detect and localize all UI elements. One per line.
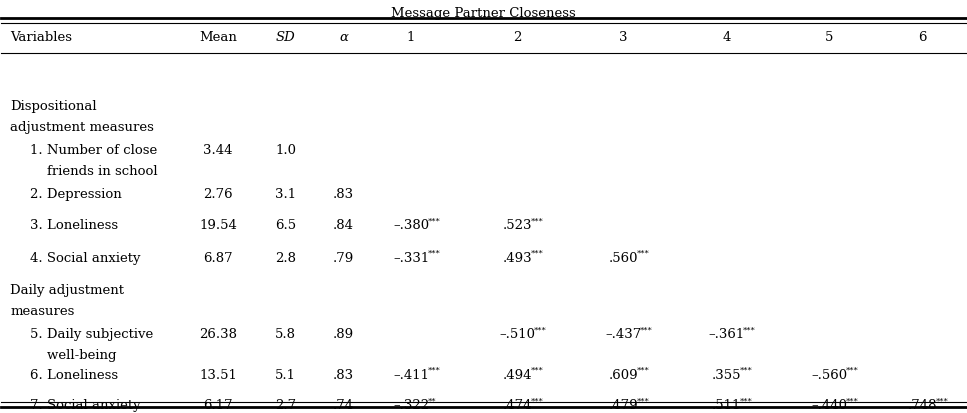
Text: ***: *** [740,366,752,374]
Text: 5.8: 5.8 [275,328,296,340]
Text: 6: 6 [919,31,927,44]
Text: ***: *** [427,366,440,374]
Text: .474: .474 [503,398,532,411]
Text: Daily adjustment: Daily adjustment [11,283,125,296]
Text: ***: *** [936,397,949,405]
Text: 1. Number of close: 1. Number of close [30,144,157,157]
Text: –.560: –.560 [811,368,847,381]
Text: ***: *** [740,397,752,405]
Text: 6.17: 6.17 [203,398,233,411]
Text: 4. Social anxiety: 4. Social anxiety [30,251,140,264]
Text: .493: .493 [503,251,532,264]
Text: 4: 4 [722,31,731,44]
Text: .79: .79 [333,251,354,264]
Text: 5. Daily subjective: 5. Daily subjective [30,328,153,340]
Text: 1: 1 [407,31,415,44]
Text: ***: *** [636,366,650,374]
Text: Mean: Mean [199,31,237,44]
Text: .83: .83 [333,188,354,201]
Text: measures: measures [11,304,74,317]
Text: .74: .74 [333,398,354,411]
Text: .523: .523 [503,219,532,232]
Text: 2.8: 2.8 [275,251,296,264]
Text: ***: *** [845,366,859,374]
Text: α: α [339,31,348,44]
Text: ***: *** [636,397,650,405]
Text: –.440: –.440 [811,398,847,411]
Text: Message Partner Closeness: Message Partner Closeness [391,7,576,20]
Text: 6. Loneliness: 6. Loneliness [30,368,118,381]
Text: .83: .83 [333,368,354,381]
Text: 3: 3 [619,31,628,44]
Text: .84: .84 [333,219,354,232]
Text: –.411: –.411 [393,368,429,381]
Text: ***: *** [427,217,440,225]
Text: –.380: –.380 [393,219,429,232]
Text: –.510: –.510 [499,328,536,340]
Text: 3.1: 3.1 [275,188,296,201]
Text: –.322: –.322 [393,398,429,411]
Text: 5: 5 [825,31,834,44]
Text: ***: *** [531,249,543,257]
Text: –.331: –.331 [393,251,429,264]
Text: 2: 2 [513,31,521,44]
Text: ***: *** [531,397,543,405]
Text: ***: *** [531,217,543,225]
Text: .560: .560 [609,251,638,264]
Text: ***: *** [744,326,756,334]
Text: .609: .609 [608,368,638,381]
Text: 1.0: 1.0 [275,144,296,157]
Text: 19.54: 19.54 [199,219,237,232]
Text: .748: .748 [908,398,938,411]
Text: 6.87: 6.87 [203,251,233,264]
Text: 2.76: 2.76 [203,188,233,201]
Text: ***: *** [636,249,650,257]
Text: 3. Loneliness: 3. Loneliness [30,219,118,232]
Text: ***: *** [640,326,653,334]
Text: 5.1: 5.1 [275,368,296,381]
Text: 2.7: 2.7 [275,398,296,411]
Text: –.361: –.361 [709,328,745,340]
Text: adjustment measures: adjustment measures [11,120,154,133]
Text: ***: *** [531,366,543,374]
Text: SD: SD [276,31,296,44]
Text: 3.44: 3.44 [203,144,233,157]
Text: ***: *** [534,326,546,334]
Text: Dispositional: Dispositional [11,99,97,112]
Text: .479: .479 [608,398,638,411]
Text: friends in school: friends in school [30,164,158,178]
Text: **: ** [427,397,436,405]
Text: well-being: well-being [30,349,116,361]
Text: .511: .511 [712,398,742,411]
Text: .89: .89 [333,328,354,340]
Text: 6.5: 6.5 [275,219,296,232]
Text: 26.38: 26.38 [199,328,237,340]
Text: 7. Social anxiety: 7. Social anxiety [30,398,140,411]
Text: ***: *** [427,249,440,257]
Text: Variables: Variables [11,31,73,44]
Text: ***: *** [845,397,859,405]
Text: .355: .355 [712,368,742,381]
Text: –.437: –.437 [605,328,642,340]
Text: 2. Depression: 2. Depression [30,188,122,201]
Text: .494: .494 [503,368,532,381]
Text: 13.51: 13.51 [199,368,237,381]
